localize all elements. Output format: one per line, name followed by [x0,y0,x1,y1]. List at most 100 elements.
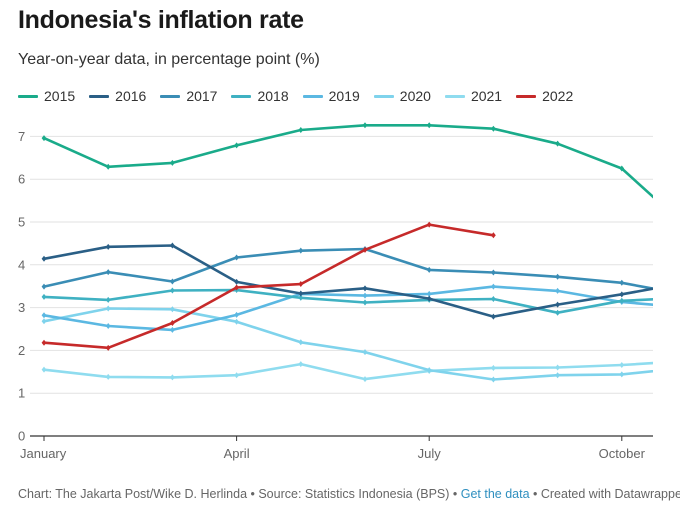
data-point-2015 [619,165,625,172]
legend-swatch [231,94,252,98]
data-point-2018 [362,299,368,306]
series-2021 [41,361,653,383]
data-point-2021 [41,366,47,373]
data-point-2018 [41,293,47,300]
data-point-2022 [491,232,496,239]
series-line-2015 [43,124,653,199]
y-tick-label: 3 [18,300,25,315]
data-point-2021 [362,376,368,383]
y-tick-label: 5 [18,215,25,230]
data-point-2022 [298,281,304,288]
data-point-2017 [491,269,496,276]
data-point-2021 [555,364,560,371]
data-point-2021 [298,361,304,368]
x-tick-label: April [224,446,250,461]
data-point-2021 [234,372,239,379]
series-2016 [41,242,653,320]
data-point-2018 [555,309,560,316]
y-tick-label: 0 [18,429,25,444]
legend-swatch [302,94,323,98]
y-tick-label: 2 [18,343,25,358]
legend-item-2017: 2017 [160,88,217,104]
get-data-link[interactable]: Get the data [460,487,530,501]
data-point-2017 [555,273,560,280]
data-point-2019 [234,311,239,318]
legend-label: 2020 [399,88,431,104]
data-point-2016 [555,301,560,308]
data-point-2017 [170,278,175,285]
legend-swatch [89,94,110,98]
data-point-2017 [41,283,47,290]
data-point-2020 [105,305,111,312]
data-point-2020 [555,372,560,379]
legend-label: 2022 [542,88,574,104]
footer-credit: Chart: The Jakarta Post/Wike D. Herlinda… [18,487,461,501]
line-chart: 0 1 2 3 4 5 6 7 January April July October [18,122,653,461]
data-point-2019 [426,290,432,297]
data-point-2022 [426,221,432,228]
data-point-2015 [234,142,239,149]
legend-swatch [373,94,394,98]
legend-item-2015: 2015 [18,88,75,104]
data-point-2019 [555,287,560,294]
data-point-2020 [41,318,47,325]
data-point-2018 [105,296,111,303]
data-point-2015 [362,122,368,129]
legend-item-2022: 2022 [516,88,573,104]
legend-label: 2017 [186,88,218,104]
legend-label: 2015 [44,88,76,104]
data-point-2018 [619,297,625,304]
data-point-2021 [619,361,625,368]
data-point-2016 [426,295,432,302]
legend-label: 2016 [115,88,147,104]
data-point-2019 [170,326,175,333]
data-point-2017 [105,269,111,276]
legend-item-2016: 2016 [89,88,146,104]
data-point-2017 [298,247,304,254]
data-point-2021 [105,373,111,380]
data-point-2015 [426,122,432,129]
data-point-2016 [170,242,175,249]
data-point-2016 [105,243,111,250]
data-point-2015 [298,126,304,133]
x-tick-label: July [418,446,442,461]
data-point-2021 [491,364,496,371]
data-point-2015 [170,159,175,166]
legend-label: 2019 [328,88,360,104]
data-point-2020 [491,376,496,383]
series-2015 [41,122,653,199]
legend-item-2019: 2019 [302,88,360,104]
y-tick-label: 1 [18,386,25,401]
data-point-2020 [362,349,368,356]
data-point-2020 [619,371,625,378]
chart-title: Indonesia's inflation rate [18,6,304,34]
data-point-2018 [170,287,175,294]
data-point-2021 [170,374,175,381]
series-line-2020 [43,307,653,381]
data-point-2016 [362,285,368,292]
x-tick-label: January [20,446,67,461]
data-point-2018 [298,294,304,301]
y-tick-label: 4 [18,257,25,272]
data-point-2022 [41,339,47,346]
y-tick-label: 6 [18,172,25,187]
data-point-2017 [426,266,432,273]
footer: Chart: The Jakarta Post/Wike D. Herlinda… [18,487,680,501]
legend: 2015 2016 2017 2018 2019 2020 2021 2022 [18,88,587,104]
data-point-2017 [234,254,239,261]
series-line-2016 [43,244,653,318]
legend-item-2021: 2021 [444,88,503,104]
series-2022 [41,221,496,351]
data-point-2019 [362,292,368,299]
data-point-2016 [619,291,625,298]
data-point-2016 [298,290,304,297]
legend-label: 2018 [257,88,289,104]
data-point-2020 [234,318,239,325]
data-point-2017 [619,279,625,286]
legend-swatch [18,94,38,98]
legend-item-2018: 2018 [231,88,289,104]
data-point-2019 [491,283,496,290]
data-point-2020 [170,306,175,313]
data-point-2022 [362,246,368,253]
legend-label: 2021 [470,88,503,104]
